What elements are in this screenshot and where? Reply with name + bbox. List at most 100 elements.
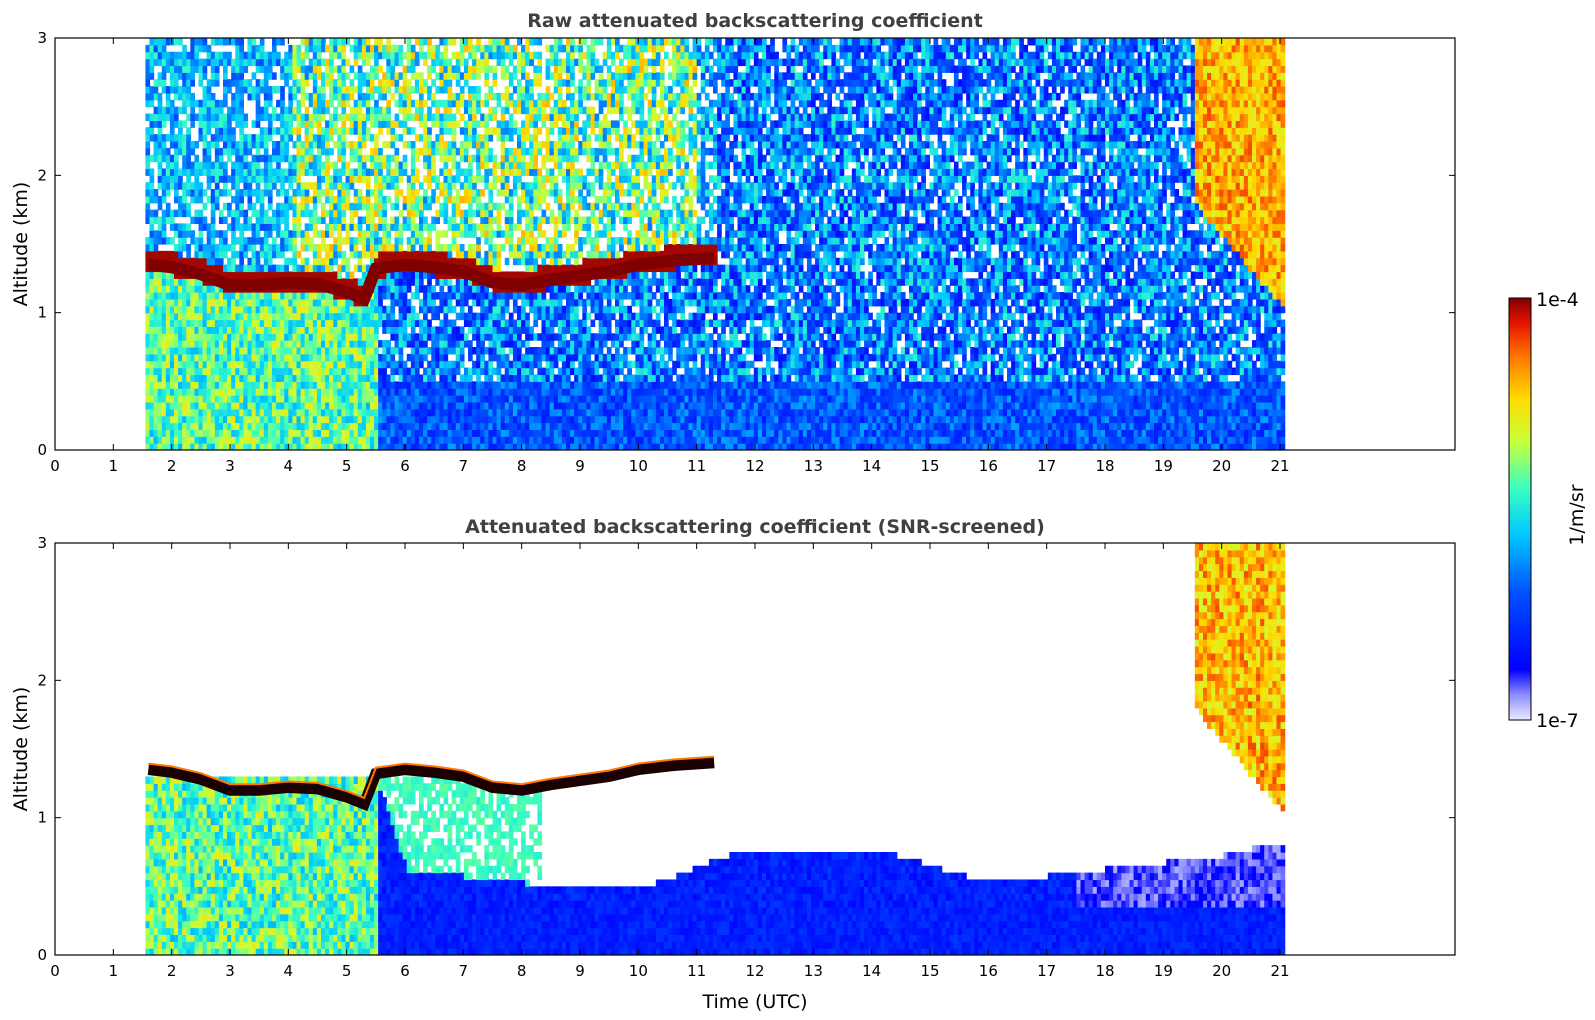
heatmap-cell xyxy=(398,401,404,410)
heatmap-cell xyxy=(472,223,477,231)
heatmap-cell xyxy=(394,443,400,450)
heatmap-cell xyxy=(374,443,379,450)
heatmap-cell xyxy=(272,113,277,121)
heatmap-cell xyxy=(263,51,269,60)
heatmap-cell xyxy=(149,401,155,410)
heatmap-cell xyxy=(239,298,245,307)
heatmap-cell xyxy=(443,278,449,286)
heatmap-cell xyxy=(153,38,159,46)
heatmap-cell xyxy=(239,353,245,362)
heatmap-cell xyxy=(378,381,383,389)
heatmap-cell xyxy=(267,168,273,176)
heatmap-cell xyxy=(521,209,526,218)
heatmap-cell xyxy=(468,216,473,224)
heatmap-cell xyxy=(312,161,318,170)
heatmap-cell xyxy=(223,443,228,450)
heatmap-cell xyxy=(227,79,232,87)
heatmap-cell xyxy=(157,58,163,67)
heatmap-cell xyxy=(198,278,204,286)
heatmap-cell xyxy=(296,388,302,396)
heatmap-cell xyxy=(288,367,294,376)
heatmap-cell xyxy=(435,250,441,259)
heatmap-cell xyxy=(517,436,522,444)
heatmap-cell xyxy=(325,319,330,327)
heatmap-cell xyxy=(472,244,477,252)
heatmap-cell xyxy=(255,292,261,300)
heatmap-cell xyxy=(357,127,363,135)
heatmap-cell xyxy=(321,305,326,314)
heatmap-cell xyxy=(459,374,465,382)
heatmap-cell xyxy=(431,292,436,300)
heatmap-cell xyxy=(492,305,498,314)
heatmap-cell xyxy=(251,161,257,170)
heatmap-cell xyxy=(227,51,232,60)
heatmap-cell xyxy=(439,347,445,355)
heatmap-cell xyxy=(480,326,485,334)
heatmap-cell xyxy=(500,168,506,176)
heatmap-cell xyxy=(365,134,371,142)
heatmap-cell xyxy=(476,106,481,115)
heatmap-cell xyxy=(353,353,359,362)
heatmap-cell xyxy=(304,44,310,53)
heatmap-cell xyxy=(247,319,253,327)
heatmap-cell xyxy=(231,250,236,259)
heatmap-cell xyxy=(259,189,265,197)
heatmap-cell xyxy=(447,120,453,128)
heatmap-cell xyxy=(174,189,179,197)
heatmap-cell xyxy=(255,312,261,321)
heatmap-cell xyxy=(329,429,334,437)
heatmap-cell xyxy=(382,360,387,369)
heatmap-cell xyxy=(374,44,379,53)
heatmap-cell xyxy=(386,422,392,430)
heatmap-cell xyxy=(435,237,441,245)
heatmap-cell xyxy=(276,189,281,197)
heatmap-cell xyxy=(455,298,461,307)
heatmap-cell xyxy=(472,106,477,115)
heatmap-cell xyxy=(153,134,159,142)
heatmap-cell xyxy=(157,401,163,410)
heatmap-cell xyxy=(472,408,477,417)
heatmap-cell xyxy=(455,429,461,437)
heatmap-cell xyxy=(365,182,371,190)
heatmap-cell xyxy=(194,44,200,53)
heatmap-cell xyxy=(296,182,302,190)
heatmap-cell xyxy=(521,99,526,108)
heatmap-cell xyxy=(227,333,232,341)
heatmap-cell xyxy=(414,113,420,121)
heatmap-cell xyxy=(484,154,490,163)
heatmap-cell xyxy=(333,79,338,87)
heatmap-cell xyxy=(276,154,281,163)
heatmap-cell xyxy=(157,237,163,245)
heatmap-cell xyxy=(190,353,196,362)
heatmap-cell xyxy=(169,175,175,183)
heatmap-cell xyxy=(370,72,375,80)
heatmap-cell xyxy=(386,353,392,362)
heatmap-cell xyxy=(517,429,522,437)
heatmap-cell xyxy=(272,209,277,218)
heatmap-cell xyxy=(398,223,404,231)
heatmap-cell xyxy=(394,237,400,245)
heatmap-cell xyxy=(406,38,412,46)
heatmap-cell xyxy=(459,443,465,450)
heatmap-cell xyxy=(435,271,441,279)
heatmap-cell xyxy=(231,147,236,156)
heatmap-cell xyxy=(284,175,289,183)
heatmap-cell xyxy=(423,175,428,183)
heatmap-cell xyxy=(504,182,510,190)
heatmap-cell xyxy=(500,202,506,211)
heatmap-cell xyxy=(210,237,216,245)
heatmap-cell xyxy=(484,223,490,231)
heatmap-cell xyxy=(190,79,196,87)
heatmap-cell xyxy=(316,312,322,321)
heatmap-cell xyxy=(476,395,481,403)
heatmap-cell xyxy=(312,312,318,321)
heatmap-cell xyxy=(488,257,494,266)
heatmap-cell xyxy=(488,312,494,321)
heatmap-cell xyxy=(468,257,473,266)
heatmap-cell xyxy=(174,436,179,444)
heatmap-cell xyxy=(410,216,416,224)
heatmap-cell xyxy=(178,319,183,327)
heatmap-cell xyxy=(145,443,151,450)
heatmap-cell xyxy=(382,72,387,80)
heatmap-cell xyxy=(390,216,396,224)
